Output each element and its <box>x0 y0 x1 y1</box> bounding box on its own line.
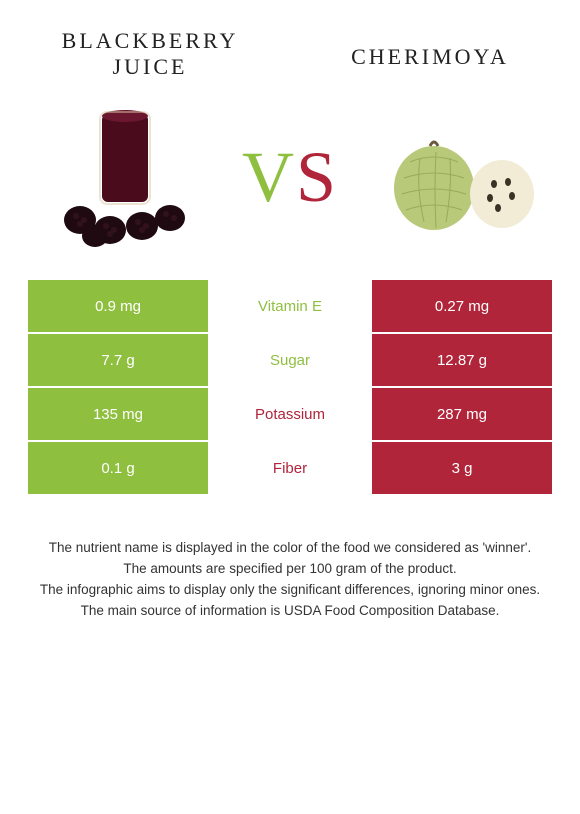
footer-notes: The nutrient name is displayed in the co… <box>30 538 550 622</box>
vs-s: S <box>296 137 338 217</box>
nutrient-name: Sugar <box>208 334 372 386</box>
nutrient-name: Fiber <box>208 442 372 494</box>
title-row: Blackberry juice Cherimoya <box>0 0 580 80</box>
right-value: 3 g <box>372 442 552 494</box>
left-value: 7.7 g <box>28 334 208 386</box>
left-food-title: Blackberry juice <box>50 28 250 80</box>
left-food-image <box>40 102 200 252</box>
footer-line: The nutrient name is displayed in the co… <box>30 538 550 559</box>
right-value: 287 mg <box>372 388 552 440</box>
nutrient-name: Vitamin E <box>208 280 372 332</box>
footer-line: The amounts are specified per 100 gram o… <box>30 559 550 580</box>
nutrient-name: Potassium <box>208 388 372 440</box>
left-value: 135 mg <box>28 388 208 440</box>
table-row: 135 mg Potassium 287 mg <box>28 388 552 440</box>
vs-v: V <box>242 137 296 217</box>
vs-label: VS <box>242 136 338 219</box>
left-value: 0.1 g <box>28 442 208 494</box>
table-row: 7.7 g Sugar 12.87 g <box>28 334 552 386</box>
right-value: 0.27 mg <box>372 280 552 332</box>
right-food-title: Cherimoya <box>330 44 530 80</box>
left-value: 0.9 mg <box>28 280 208 332</box>
right-food-image <box>380 102 540 252</box>
table-row: 0.1 g Fiber 3 g <box>28 442 552 494</box>
table-row: 0.9 mg Vitamin E 0.27 mg <box>28 280 552 332</box>
footer-line: The main source of information is USDA F… <box>30 601 550 622</box>
nutrient-table: 0.9 mg Vitamin E 0.27 mg 7.7 g Sugar 12.… <box>28 280 552 494</box>
right-value: 12.87 g <box>372 334 552 386</box>
hero-row: VS <box>0 80 580 280</box>
footer-line: The infographic aims to display only the… <box>30 580 550 601</box>
